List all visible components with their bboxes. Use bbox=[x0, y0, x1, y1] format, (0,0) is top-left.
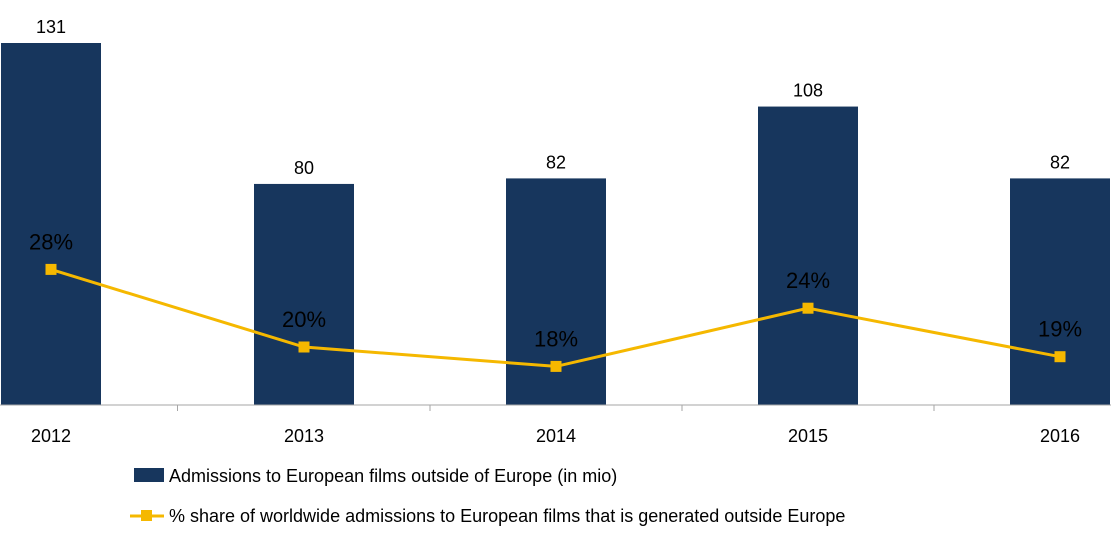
legend: Admissions to European films outside of … bbox=[130, 466, 845, 526]
x-tick-label-2012: 2012 bbox=[31, 426, 71, 446]
legend-line-label: % share of worldwide admissions to Europ… bbox=[169, 506, 845, 526]
bar-value-label-2014: 82 bbox=[546, 152, 566, 172]
bar-value-labels: 131 80 82 108 82 bbox=[36, 17, 1070, 178]
bar-series bbox=[1, 43, 1110, 405]
share-marker-2014 bbox=[550, 360, 562, 372]
bar-2012 bbox=[1, 43, 101, 405]
share-marker-2015 bbox=[802, 302, 814, 314]
share-marker-2012 bbox=[45, 263, 57, 275]
share-value-label-2014: 18% bbox=[534, 326, 578, 351]
bar-value-label-2012: 131 bbox=[36, 17, 66, 37]
legend-bar-swatch bbox=[134, 468, 164, 482]
x-tick-label-2015: 2015 bbox=[788, 426, 828, 446]
bar-2013 bbox=[254, 183, 354, 405]
bar-2016 bbox=[1010, 178, 1110, 405]
x-tick-label-2014: 2014 bbox=[536, 426, 576, 446]
share-value-label-2013: 20% bbox=[282, 307, 326, 332]
bar-value-label-2015: 108 bbox=[793, 81, 823, 101]
x-tick-labels: 2012 2013 2014 2015 2016 bbox=[31, 426, 1080, 446]
share-value-label-2016: 19% bbox=[1038, 317, 1082, 342]
x-axis-ticks bbox=[177, 405, 935, 411]
share-marker-2013 bbox=[298, 341, 310, 353]
bar-value-label-2016: 82 bbox=[1050, 152, 1070, 172]
line-series bbox=[45, 263, 1066, 372]
share-value-label-2012: 28% bbox=[29, 229, 73, 254]
legend-line-marker bbox=[141, 510, 152, 521]
bar-value-label-2013: 80 bbox=[294, 158, 314, 178]
line-value-labels: 28% 20% 18% 24% 19% bbox=[29, 229, 1082, 351]
legend-bar-label: Admissions to European films outside of … bbox=[169, 466, 617, 486]
x-tick-label-2016: 2016 bbox=[1040, 426, 1080, 446]
share-marker-2016 bbox=[1054, 351, 1066, 363]
x-tick-label-2013: 2013 bbox=[284, 426, 324, 446]
bar-2015 bbox=[758, 106, 858, 405]
share-value-label-2015: 24% bbox=[786, 268, 830, 293]
